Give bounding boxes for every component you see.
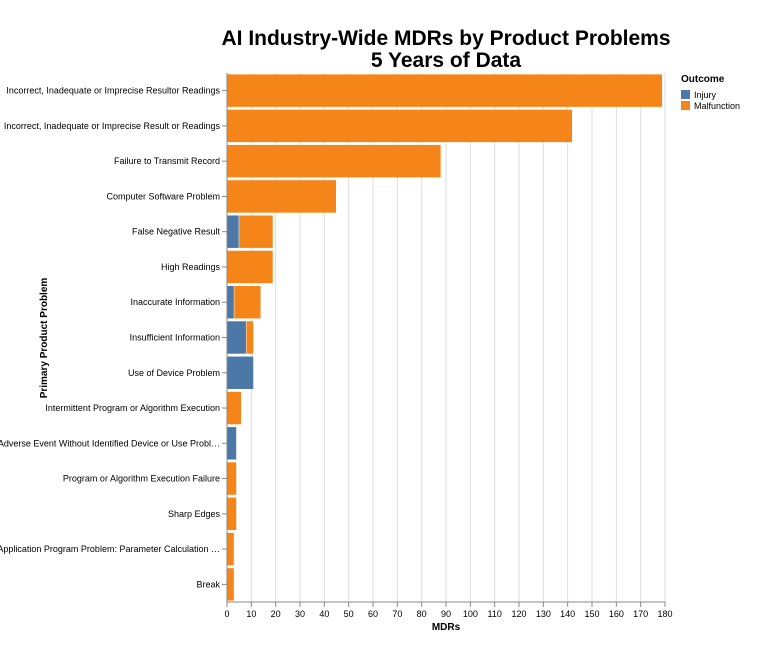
x-tick-label-9: 90 (441, 609, 451, 619)
x-tick-label-1: 10 (246, 609, 256, 619)
legend-swatch-malfunction (681, 101, 690, 110)
x-tick-label-17: 170 (633, 609, 648, 619)
y-tick-label-7: Insufficient Information (130, 333, 220, 343)
bar-injury-10 (227, 427, 237, 460)
x-tick-label-2: 20 (271, 609, 281, 619)
bar-malfunction-11 (227, 462, 237, 495)
y-tick-label-1: Incorrect, Inadequate or Imprecise Resul… (4, 121, 221, 131)
bar-injury-8 (227, 356, 254, 389)
y-axis: Incorrect, Inadequate or Imprecise Resul… (0, 73, 228, 602)
legend-label-malfunction: Malfunction (694, 101, 740, 111)
x-tick-label-8: 80 (417, 609, 427, 619)
y-tick-label-9: Intermittent Program or Algorithm Execut… (45, 403, 220, 413)
legend-title: Outcome (681, 74, 725, 85)
bar-malfunction-13 (227, 532, 234, 566)
bar-malfunction-4 (239, 215, 273, 248)
chart-title-line-1: AI Industry-Wide MDRs by Product Problem… (221, 27, 670, 50)
legend-swatch-injury (681, 90, 690, 99)
x-tick-label-5: 50 (344, 609, 354, 619)
bar-malfunction-6 (234, 286, 261, 319)
x-tick-label-16: 160 (609, 609, 624, 619)
y-tick-label-13: Application Program Problem: Parameter C… (0, 544, 220, 554)
bar-malfunction-3 (227, 180, 336, 213)
bar-injury-4 (227, 215, 239, 248)
x-tick-label-13: 130 (536, 609, 551, 619)
y-tick-label-11: Program or Algorithm Execution Failure (63, 474, 220, 484)
bar-malfunction-0 (227, 74, 663, 107)
bars-group (227, 74, 663, 601)
y-tick-label-6: Inaccurate Information (130, 297, 220, 307)
x-tick-label-15: 150 (584, 609, 599, 619)
y-tick-label-5: High Readings (161, 262, 221, 272)
bar-injury-6 (227, 286, 234, 319)
y-tick-label-10: Adverse Event Without Identified Device … (0, 438, 220, 448)
x-tick-label-7: 70 (392, 609, 402, 619)
bar-malfunction-2 (227, 144, 441, 178)
x-axis-title: MDRs (432, 622, 461, 633)
y-tick-label-3: Computer Software Problem (106, 191, 220, 201)
bar-malfunction-7 (246, 321, 254, 354)
chart-title-line-2: 5 Years of Data (371, 49, 522, 72)
bar-malfunction-9 (227, 391, 242, 425)
bar-malfunction-12 (227, 497, 237, 531)
x-tick-label-6: 60 (368, 609, 378, 619)
x-tick-label-0: 0 (224, 609, 229, 619)
bar-malfunction-5 (227, 250, 273, 284)
x-tick-label-4: 40 (319, 609, 329, 619)
y-tick-label-4: False Negative Result (132, 227, 221, 237)
y-tick-label-0: Incorrect, Inadequate or Imprecise Resul… (6, 86, 220, 96)
y-tick-label-14: Break (196, 579, 220, 589)
y-tick-label-8: Use of Device Problem (128, 368, 220, 378)
y-tick-label-2: Failure to Transmit Record (114, 156, 220, 166)
bar-malfunction-1 (227, 109, 573, 143)
legend-label-injury: Injury (694, 90, 717, 100)
y-tick-label-12: Sharp Edges (168, 509, 221, 519)
x-tick-label-18: 180 (657, 609, 672, 619)
x-axis: 0 10 20 30 40 50 60 70 80 90 100 110 120 130 140 150 160… (224, 601, 673, 619)
x-tick-label-3: 30 (295, 609, 305, 619)
bar-injury-7 (227, 321, 246, 354)
y-axis-title: Primary Product Problem (39, 278, 50, 399)
chart-title: AI Industry-Wide MDRs by Product Problem… (221, 27, 670, 72)
x-tick-label-11: 110 (487, 609, 501, 619)
x-tick-label-12: 120 (511, 609, 526, 619)
x-tick-label-10: 100 (463, 609, 478, 619)
bar-malfunction-14 (227, 568, 234, 601)
x-tick-label-14: 140 (560, 609, 575, 619)
